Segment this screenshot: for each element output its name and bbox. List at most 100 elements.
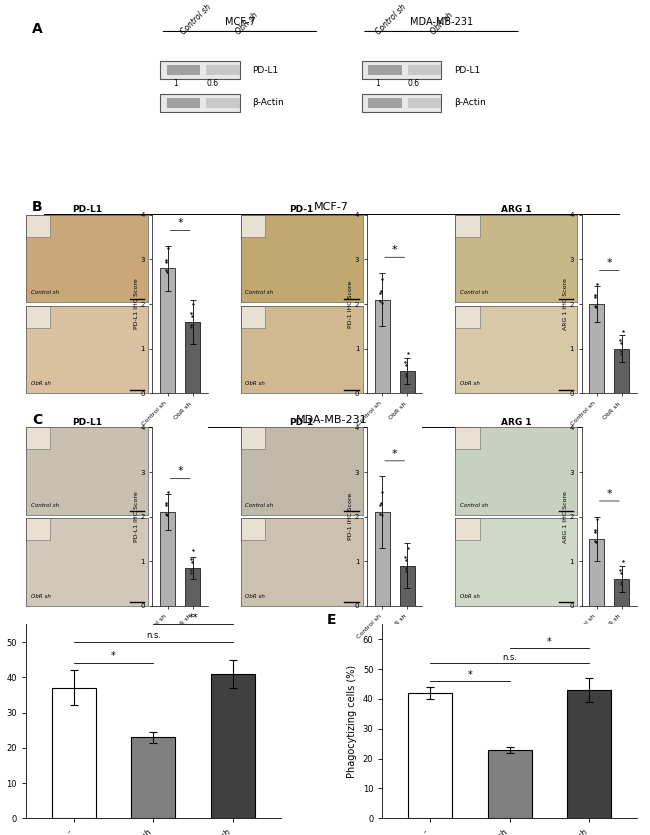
Text: **: ** <box>188 613 198 623</box>
Point <box>375 508 385 521</box>
Title: ARG 1: ARG 1 <box>501 205 532 214</box>
Point <box>401 367 411 380</box>
Point <box>162 509 172 522</box>
Y-axis label: ARG 1 IHC Score: ARG 1 IHC Score <box>563 491 568 543</box>
Point <box>376 509 387 522</box>
Point <box>161 508 171 521</box>
Text: ObR sh: ObR sh <box>460 382 480 387</box>
Bar <box>400 565 415 605</box>
FancyBboxPatch shape <box>368 65 402 75</box>
Bar <box>160 512 175 605</box>
Y-axis label: Phagocytizing cells (%): Phagocytizing cells (%) <box>347 665 358 778</box>
Text: 1: 1 <box>174 78 178 88</box>
Bar <box>374 300 389 393</box>
Bar <box>211 674 255 818</box>
Bar <box>160 268 175 393</box>
Point <box>185 553 196 566</box>
Bar <box>614 349 629 393</box>
Point <box>187 321 197 334</box>
FancyBboxPatch shape <box>408 98 441 108</box>
Text: Control sh: Control sh <box>31 291 59 296</box>
Point <box>375 295 385 308</box>
Point <box>614 564 625 577</box>
Point <box>162 241 173 255</box>
Bar <box>488 750 532 818</box>
Bar <box>400 371 415 393</box>
Y-axis label: PD-1 IHC Score: PD-1 IHC Score <box>348 493 354 540</box>
Y-axis label: PD-L1 IHC Score: PD-L1 IHC Score <box>134 279 139 330</box>
Point <box>185 306 196 320</box>
Bar <box>455 306 480 327</box>
Text: ObR sh: ObR sh <box>246 594 265 599</box>
Text: ObR sh: ObR sh <box>460 594 480 599</box>
Point <box>161 498 171 512</box>
Point <box>161 264 171 277</box>
Text: ObR sh: ObR sh <box>31 382 51 387</box>
Bar <box>408 693 452 818</box>
Bar <box>52 688 96 818</box>
Point <box>590 289 601 302</box>
Text: ObR sh: ObR sh <box>246 382 265 387</box>
Point <box>376 497 386 510</box>
Bar <box>240 306 265 327</box>
FancyBboxPatch shape <box>166 65 200 75</box>
FancyBboxPatch shape <box>362 94 441 112</box>
Y-axis label: PD-1 IHC Score: PD-1 IHC Score <box>348 281 354 327</box>
Bar <box>240 519 265 540</box>
Text: Control sh: Control sh <box>246 291 274 296</box>
Text: PD-L1: PD-L1 <box>252 65 278 74</box>
Bar <box>567 690 611 818</box>
Point <box>161 253 172 266</box>
Point <box>162 485 173 498</box>
Point <box>592 512 602 525</box>
Point <box>590 291 600 304</box>
Point <box>400 550 410 564</box>
Point <box>591 535 601 549</box>
Text: E: E <box>326 613 336 627</box>
Point <box>592 277 602 291</box>
FancyBboxPatch shape <box>368 98 402 108</box>
Y-axis label: ARG 1 IHC Score: ARG 1 IHC Score <box>563 278 568 330</box>
Text: A: A <box>32 22 43 36</box>
Point <box>616 566 626 579</box>
Point <box>403 541 413 554</box>
Text: ObR sh: ObR sh <box>234 11 259 37</box>
Point <box>401 564 411 578</box>
Text: n.s.: n.s. <box>146 631 161 640</box>
Text: Control sh: Control sh <box>460 503 488 508</box>
Point <box>187 309 197 322</box>
Bar <box>455 428 480 449</box>
Text: Control sh: Control sh <box>179 3 213 37</box>
Bar <box>131 737 175 818</box>
Point <box>161 497 172 510</box>
Point <box>187 318 197 331</box>
Point <box>375 286 385 300</box>
FancyBboxPatch shape <box>161 94 240 112</box>
Point <box>590 524 601 537</box>
Text: *: * <box>392 245 398 255</box>
Text: ObR sh: ObR sh <box>429 11 455 37</box>
Text: *: * <box>392 448 398 458</box>
FancyBboxPatch shape <box>161 61 240 79</box>
Text: 0.6: 0.6 <box>206 78 218 88</box>
Bar <box>614 579 629 605</box>
Text: PD-L1: PD-L1 <box>454 65 480 74</box>
Bar <box>26 306 51 327</box>
Text: *: * <box>467 670 473 680</box>
Title: ARG 1: ARG 1 <box>501 418 532 427</box>
Point <box>161 255 171 268</box>
Y-axis label: PD-L1 IHC Score: PD-L1 IHC Score <box>134 491 139 542</box>
Text: Control sh: Control sh <box>460 291 488 296</box>
Point <box>590 299 600 312</box>
Point <box>616 578 626 591</box>
Point <box>590 525 600 539</box>
Point <box>377 485 387 498</box>
Text: *: * <box>547 637 552 647</box>
Point <box>401 370 411 383</box>
Text: *: * <box>606 258 612 268</box>
Text: *: * <box>177 218 183 228</box>
Point <box>590 534 600 548</box>
Text: C: C <box>32 412 42 427</box>
Text: β-Actin: β-Actin <box>454 99 486 108</box>
Title: PD-1: PD-1 <box>289 418 314 427</box>
